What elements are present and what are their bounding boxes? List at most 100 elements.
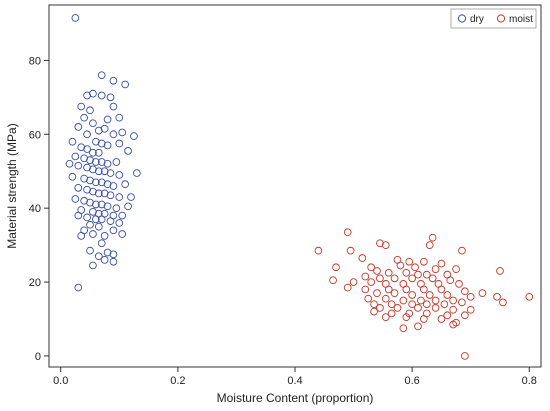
data-point-moist bbox=[458, 298, 466, 307]
data-point-moist bbox=[437, 285, 446, 294]
data-point-dry bbox=[109, 182, 118, 190]
data-point-dry bbox=[118, 230, 127, 238]
data-point-dry bbox=[97, 178, 106, 187]
data-point-moist bbox=[396, 261, 405, 270]
data-point-dry bbox=[127, 193, 135, 201]
data-point-moist bbox=[414, 270, 422, 279]
data-point-dry bbox=[89, 89, 97, 98]
data-point-moist bbox=[393, 304, 402, 312]
data-point-dry bbox=[109, 130, 118, 139]
data-point-dry bbox=[80, 154, 88, 163]
data-point-dry bbox=[68, 172, 77, 181]
data-point-dry bbox=[103, 248, 112, 257]
data-point-dry bbox=[89, 148, 97, 157]
data-point-moist bbox=[443, 311, 452, 320]
data-point-moist bbox=[343, 228, 352, 237]
data-point-dry bbox=[100, 124, 109, 133]
data-point-dry bbox=[121, 180, 129, 189]
data-point-moist bbox=[399, 296, 408, 305]
data-point-dry bbox=[124, 202, 132, 211]
data-point-moist bbox=[496, 267, 504, 275]
data-point-dry bbox=[133, 169, 141, 177]
data-point-moist bbox=[349, 278, 358, 286]
data-point-dry bbox=[109, 257, 118, 266]
data-point-moist bbox=[449, 320, 457, 329]
data-point-moist bbox=[314, 246, 323, 255]
data-point-moist bbox=[466, 292, 475, 301]
data-point-dry bbox=[124, 147, 132, 155]
data-point-dry bbox=[103, 202, 112, 211]
y-tick-label: 20 bbox=[29, 277, 41, 289]
data-point-moist bbox=[376, 274, 384, 283]
data-point-dry bbox=[94, 252, 103, 261]
data-point-dry bbox=[130, 132, 138, 140]
data-point-moist bbox=[384, 268, 393, 277]
y-axis-label: Material strength (MPa) bbox=[5, 123, 19, 248]
data-point-dry bbox=[103, 141, 112, 150]
data-point-moist bbox=[390, 274, 399, 283]
y-tick-label: 0 bbox=[35, 351, 41, 363]
data-point-dry bbox=[71, 14, 80, 22]
y-axis-ticks: 0 20 40 60 80 bbox=[29, 55, 49, 363]
data-point-moist bbox=[420, 285, 428, 294]
data-point-dry bbox=[94, 189, 103, 198]
data-point-dry bbox=[89, 208, 97, 216]
data-point-dry bbox=[97, 158, 106, 166]
data-point-dry bbox=[77, 143, 86, 152]
data-point-moist bbox=[381, 294, 390, 303]
data-point-moist bbox=[381, 313, 390, 321]
data-point-moist bbox=[402, 268, 411, 277]
data-point-moist bbox=[408, 274, 416, 283]
data-point-moist bbox=[431, 296, 440, 305]
x-tick-label: 0.4 bbox=[287, 375, 302, 387]
data-point-dry bbox=[65, 159, 74, 168]
data-point-dry bbox=[74, 283, 83, 292]
data-point-moist bbox=[370, 300, 378, 309]
data-point-moist bbox=[425, 291, 434, 299]
data-point-dry bbox=[86, 106, 94, 115]
data-point-dry bbox=[118, 211, 127, 220]
x-tick-label: 0.6 bbox=[404, 375, 419, 387]
data-point-dry bbox=[100, 189, 109, 198]
data-point-moist bbox=[367, 278, 375, 286]
data-point-dry bbox=[71, 195, 80, 203]
data-point-moist bbox=[358, 254, 367, 262]
series-dry bbox=[65, 14, 141, 292]
data-point-moist bbox=[437, 259, 446, 268]
data-point-dry bbox=[94, 148, 103, 157]
data-point-moist bbox=[399, 324, 408, 333]
data-point-moist bbox=[466, 305, 475, 314]
legend: dry moist bbox=[450, 8, 537, 29]
data-point-dry bbox=[83, 185, 91, 194]
data-point-moist bbox=[452, 265, 460, 273]
data-point-moist bbox=[499, 298, 507, 307]
data-point-dry bbox=[86, 246, 94, 255]
data-point-moist bbox=[387, 309, 396, 318]
data-point-dry bbox=[83, 163, 91, 172]
y-tick-label: 80 bbox=[29, 55, 41, 67]
data-point-dry bbox=[89, 187, 97, 196]
data-point-dry bbox=[115, 171, 124, 179]
legend-box bbox=[450, 8, 537, 29]
data-point-moist bbox=[478, 289, 487, 297]
data-point-moist bbox=[408, 291, 416, 299]
data-point-moist bbox=[431, 265, 440, 273]
data-point-dry bbox=[74, 161, 83, 170]
data-point-moist bbox=[405, 257, 414, 266]
data-point-moist bbox=[361, 285, 370, 294]
data-point-dry bbox=[115, 193, 124, 201]
data-point-dry bbox=[80, 113, 88, 122]
data-point-dry bbox=[97, 215, 106, 224]
data-point-dry bbox=[89, 165, 97, 174]
data-point-dry bbox=[74, 183, 83, 192]
legend-marker-moist bbox=[496, 14, 506, 23]
data-point-dry bbox=[77, 102, 86, 111]
data-point-dry bbox=[109, 102, 118, 111]
legend-marker-dry bbox=[457, 14, 467, 23]
data-point-moist bbox=[414, 304, 422, 312]
series-moist bbox=[314, 228, 534, 360]
data-point-moist bbox=[493, 292, 501, 301]
data-point-dry bbox=[83, 145, 91, 153]
data-point-dry bbox=[112, 204, 121, 213]
data-point-moist bbox=[422, 300, 431, 309]
